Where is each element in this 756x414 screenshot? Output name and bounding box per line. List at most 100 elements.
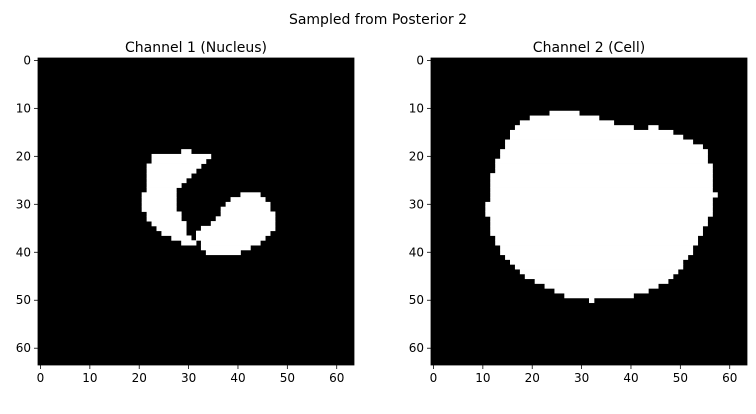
mask-run (220, 211, 276, 217)
y-tick-label: 60 (16, 341, 31, 355)
mask-run (151, 153, 212, 160)
mask-run (510, 134, 684, 140)
mask-run (554, 288, 649, 294)
axes-frame-nucleus (37, 57, 355, 366)
mask-run (146, 187, 177, 193)
mask-run (215, 216, 276, 222)
y-tick-label: 20 (409, 149, 424, 163)
mask-run (181, 149, 192, 155)
mask-run (146, 163, 202, 169)
mask-run (505, 139, 694, 145)
y-axis-nucleus: 0 10 20 30 40 50 60 (16, 53, 38, 355)
mask-run (141, 206, 177, 212)
mask-run (534, 278, 669, 284)
x-tick-label: 60 (722, 371, 737, 385)
mask-run (514, 125, 634, 131)
mask-run (495, 240, 699, 246)
mask-run (485, 206, 713, 212)
mask-run (490, 230, 703, 236)
mask-run (210, 221, 276, 227)
figure-suptitle: Sampled from Posterior 2 (289, 12, 467, 28)
y-tick-label: 0 (416, 53, 424, 67)
mask-run (529, 115, 600, 121)
x-axis-cell: 0 10 20 30 40 50 60 (430, 365, 737, 385)
mask-run (490, 197, 713, 203)
mask-run (544, 283, 659, 289)
mask-run (495, 158, 708, 164)
mask-run (196, 235, 266, 241)
y-tick-label: 30 (16, 197, 31, 211)
x-tick-label: 0 (430, 371, 438, 385)
mask-run (181, 240, 197, 246)
mask-run (485, 201, 713, 208)
mask-run (500, 245, 694, 251)
mask-run (146, 173, 192, 179)
mask-run (490, 173, 713, 179)
mask-run (500, 149, 708, 155)
x-tick-label: 60 (329, 371, 344, 385)
x-tick-label: 50 (673, 371, 688, 385)
mask-run (505, 254, 689, 260)
mask-run (510, 129, 674, 136)
mask-run (225, 201, 271, 208)
mask-run (205, 249, 241, 256)
mask-run (490, 216, 708, 222)
mask-run (141, 201, 177, 208)
mask-run (648, 125, 659, 131)
mask-run (141, 192, 177, 198)
mask-run (151, 221, 187, 227)
mask-run (495, 163, 713, 169)
mask-run (146, 216, 182, 222)
x-tick-label: 20 (132, 371, 147, 385)
mask-run (200, 240, 261, 246)
mask-run (500, 249, 694, 256)
x-tick-label: 20 (525, 371, 540, 385)
mask-run (146, 168, 197, 174)
heatmap-background-nucleus (38, 58, 354, 365)
mask-run (490, 221, 708, 227)
x-axis-nucleus: 0 10 20 30 40 50 60 (37, 365, 344, 385)
mask-run (490, 182, 713, 188)
mask-run (495, 235, 699, 241)
x-tick-label: 10 (475, 371, 490, 385)
y-tick-label: 10 (409, 101, 424, 115)
mask-run (156, 225, 187, 232)
y-tick-label: 40 (409, 245, 424, 259)
mask-run (146, 211, 182, 217)
y-tick-label: 50 (16, 293, 31, 307)
y-tick-label: 60 (409, 341, 424, 355)
x-tick-label: 30 (574, 371, 589, 385)
mask-run (196, 230, 271, 236)
mask-run (519, 120, 615, 126)
mask-run (564, 293, 634, 299)
mask-run (495, 168, 713, 174)
mask-run (589, 297, 595, 304)
mask-run (549, 110, 580, 116)
panel-nucleus: Channel 1 (Nucleus) 0 10 20 30 40 50 60 0 10 20 3… (16, 40, 355, 385)
mask-run (200, 225, 276, 232)
x-tick-label: 0 (37, 371, 45, 385)
mask-cells-cell (485, 110, 718, 304)
mask-run (220, 206, 271, 212)
mask-run (490, 187, 713, 193)
mask-run (490, 192, 718, 198)
y-tick-label: 30 (409, 197, 424, 211)
mask-run (510, 259, 684, 265)
y-axis-cell: 0 10 20 30 40 50 60 (409, 53, 431, 355)
panel-cell: Channel 2 (Cell) 0 10 20 30 40 50 60 0 10 20 30 40… (409, 40, 748, 385)
mask-run (171, 235, 192, 241)
y-tick-label: 50 (409, 293, 424, 307)
x-tick-label: 30 (181, 371, 196, 385)
mask-run (200, 245, 251, 251)
mask-run (240, 192, 261, 198)
mask-cells-nucleus (141, 149, 276, 256)
mask-run (161, 230, 187, 236)
panel-title-nucleus: Channel 1 (Nucleus) (125, 40, 267, 56)
y-tick-label: 10 (16, 101, 31, 115)
mask-run (500, 153, 708, 160)
panel-title-cell: Channel 2 (Cell) (533, 40, 645, 56)
x-tick-label: 10 (82, 371, 97, 385)
mask-run (146, 177, 187, 184)
mask-run (146, 182, 182, 188)
